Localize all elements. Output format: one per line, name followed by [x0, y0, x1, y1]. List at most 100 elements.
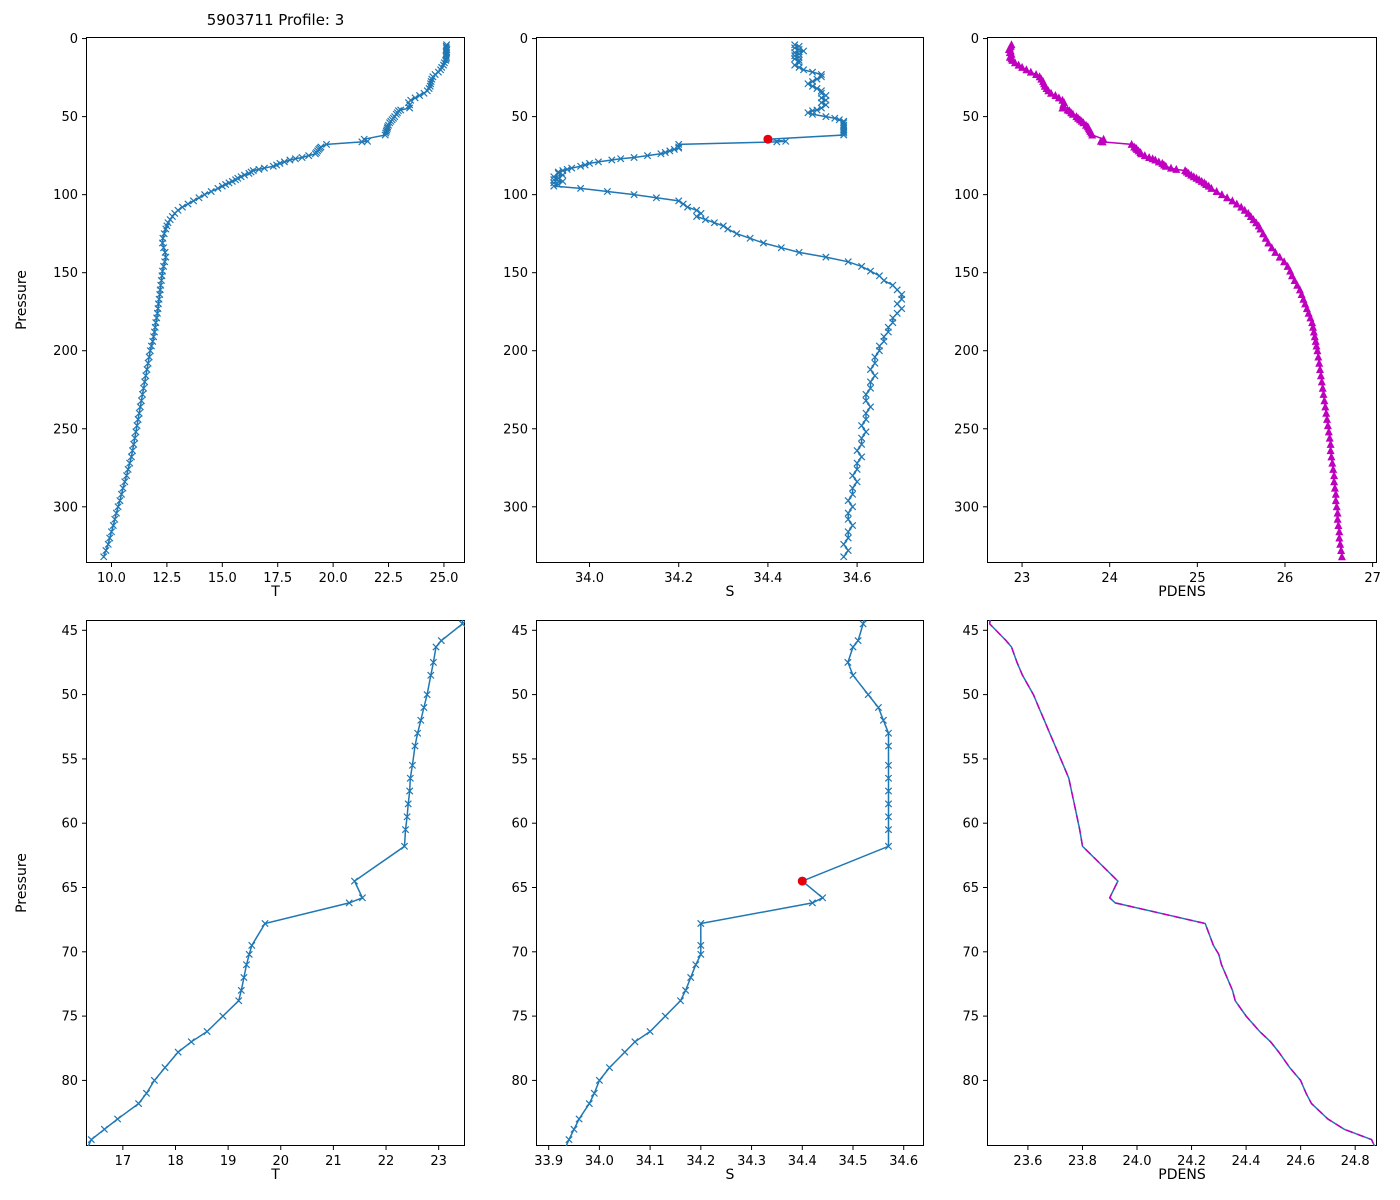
y-tick-label: 150 [503, 266, 528, 281]
y-tick-label: 65 [61, 881, 78, 896]
y-tick-label: 55 [962, 752, 979, 767]
axis-ticks: 23 24 25 26 27 0 50 100 150 200 250 300 [954, 32, 1381, 586]
y-tick-label: 70 [61, 945, 78, 960]
x-tick-label: 34.1 [636, 1154, 665, 1169]
y-tick-label: 45 [511, 624, 528, 639]
y-tick-label: 150 [53, 266, 78, 281]
x-tick-label: 34.2 [664, 571, 693, 586]
y-tick-label: 45 [61, 624, 78, 639]
x-tick-label: 24 [1101, 571, 1118, 586]
plot-area [100, 41, 451, 561]
y-tick-label: 55 [511, 752, 528, 767]
xlabel-t-zoom: T [271, 1167, 280, 1183]
y-tick-label: 65 [962, 881, 979, 896]
y-tick-label: 60 [511, 817, 528, 832]
subplot-pdens-full: 23 24 25 26 27 0 50 100 150 200 250 300 [954, 32, 1381, 586]
y-tick-label: 80 [61, 1074, 78, 1089]
xlabel-t-full: T [271, 584, 280, 600]
x-tick-label: 17.5 [263, 571, 292, 586]
y-tick-label: 80 [962, 1074, 979, 1089]
x-tick-label: 24.2 [1177, 1154, 1206, 1169]
x-tick-label: 26 [1277, 571, 1294, 586]
x-tick-label: 15.0 [208, 571, 237, 586]
y-tick-label: 300 [53, 500, 78, 515]
y-tick-label: 50 [61, 110, 78, 125]
x-tick-label: 34.3 [737, 1154, 766, 1169]
y-tick-label: 70 [511, 945, 528, 960]
x-tick-label: 22.5 [374, 571, 403, 586]
x-tick-label: 34.5 [839, 1154, 868, 1169]
x-tick-label: 22 [378, 1154, 395, 1169]
x-tick-label: 34.4 [753, 571, 782, 586]
axes-frame [86, 37, 465, 563]
axes-frame [987, 620, 1377, 1146]
y-tick-label: 100 [954, 188, 979, 203]
axes-frame [987, 37, 1377, 563]
figure-title: 5903711 Profile: 3 [206, 11, 345, 29]
x-tick-label: 34.6 [889, 1154, 918, 1169]
y-tick-label: 250 [954, 422, 979, 437]
x-tick-label: 25.0 [429, 571, 458, 586]
y-tick-label: 55 [61, 752, 78, 767]
x-tick-label: 23 [430, 1154, 447, 1169]
x-tick-label: 17 [115, 1154, 132, 1169]
plot-area [87, 620, 465, 1146]
plot-area [550, 41, 906, 561]
highlight-point [763, 134, 773, 144]
x-tick-label: 33.9 [534, 1154, 563, 1169]
ylabel-pressure-bottom: Pressure [14, 853, 30, 913]
y-tick-label: 300 [954, 500, 979, 515]
x-tick-label: 34.2 [686, 1154, 715, 1169]
x-tick-label: 23.6 [1013, 1154, 1042, 1169]
series-markers-x [87, 620, 465, 1144]
plot-area [565, 620, 893, 1146]
ylabel-pressure-top: Pressure [14, 270, 30, 330]
series-markers-x [565, 620, 893, 1144]
axes-frame [86, 620, 465, 1146]
x-tick-label: 20.0 [319, 571, 348, 586]
y-tick-label: 45 [962, 624, 979, 639]
subplot-salinity-zoom: 33.9 34.0 34.1 34.2 34.3 34.4 34.5 34.6 45 50 55 60… [511, 620, 924, 1169]
x-tick-label: 10.0 [97, 571, 126, 586]
axis-ticks: 10.0 12.5 15.0 17.5 20.0 22.5 25.0 0 50 100 150 200… [53, 32, 458, 586]
y-tick-label: 0 [971, 32, 979, 47]
y-tick-label: 100 [53, 188, 78, 203]
x-tick-label: 19 [220, 1154, 237, 1169]
y-tick-label: 50 [61, 688, 78, 703]
x-tick-label: 18 [167, 1154, 184, 1169]
x-tick-label: 20 [272, 1154, 289, 1169]
x-tick-label: 23.8 [1068, 1154, 1097, 1169]
series-markers-x [100, 41, 451, 561]
xlabel-pdens-zoom: PDENS [1158, 1167, 1206, 1183]
y-tick-label: 200 [503, 344, 528, 359]
x-tick-label: 24.0 [1123, 1154, 1152, 1169]
y-tick-label: 80 [511, 1074, 528, 1089]
subplot-temperature-full: 10.0 12.5 15.0 17.5 20.0 22.5 25.0 0 50 100 150 200… [53, 32, 465, 586]
y-tick-label: 75 [61, 1010, 78, 1025]
xlabel-s-full: S [725, 584, 735, 600]
y-tick-label: 50 [962, 110, 979, 125]
plot-area [1004, 40, 1346, 561]
y-tick-label: 150 [954, 266, 979, 281]
y-tick-label: 75 [511, 1010, 528, 1025]
x-tick-label: 24.4 [1232, 1154, 1261, 1169]
y-tick-label: 200 [53, 344, 78, 359]
subplot-pdens-zoom: 23.6 23.8 24.0 24.2 24.4 24.6 24.8 45 50 55 60 65 70… [962, 620, 1377, 1169]
series-markers-x [550, 41, 906, 561]
highlight-point [797, 876, 807, 886]
y-tick-label: 300 [503, 500, 528, 515]
x-tick-label: 24.6 [1286, 1154, 1315, 1169]
y-tick-label: 200 [954, 344, 979, 359]
x-tick-label: 21 [325, 1154, 342, 1169]
y-tick-label: 250 [503, 422, 528, 437]
subplot-temperature-zoom: 17 18 19 20 21 22 23 45 50 55 60 65 70 75 80 [61, 620, 465, 1169]
x-tick-label: 27 [1364, 571, 1381, 586]
y-tick-label: 60 [61, 817, 78, 832]
x-tick-label: 23 [1014, 571, 1031, 586]
y-tick-label: 0 [520, 32, 528, 47]
axis-ticks: 17 18 19 20 21 22 23 45 50 55 60 65 70 75 80 [61, 624, 447, 1169]
y-tick-label: 50 [511, 110, 528, 125]
axis-ticks: 23.6 23.8 24.0 24.2 24.4 24.6 24.8 45 50 55 60 65 70… [962, 624, 1369, 1169]
